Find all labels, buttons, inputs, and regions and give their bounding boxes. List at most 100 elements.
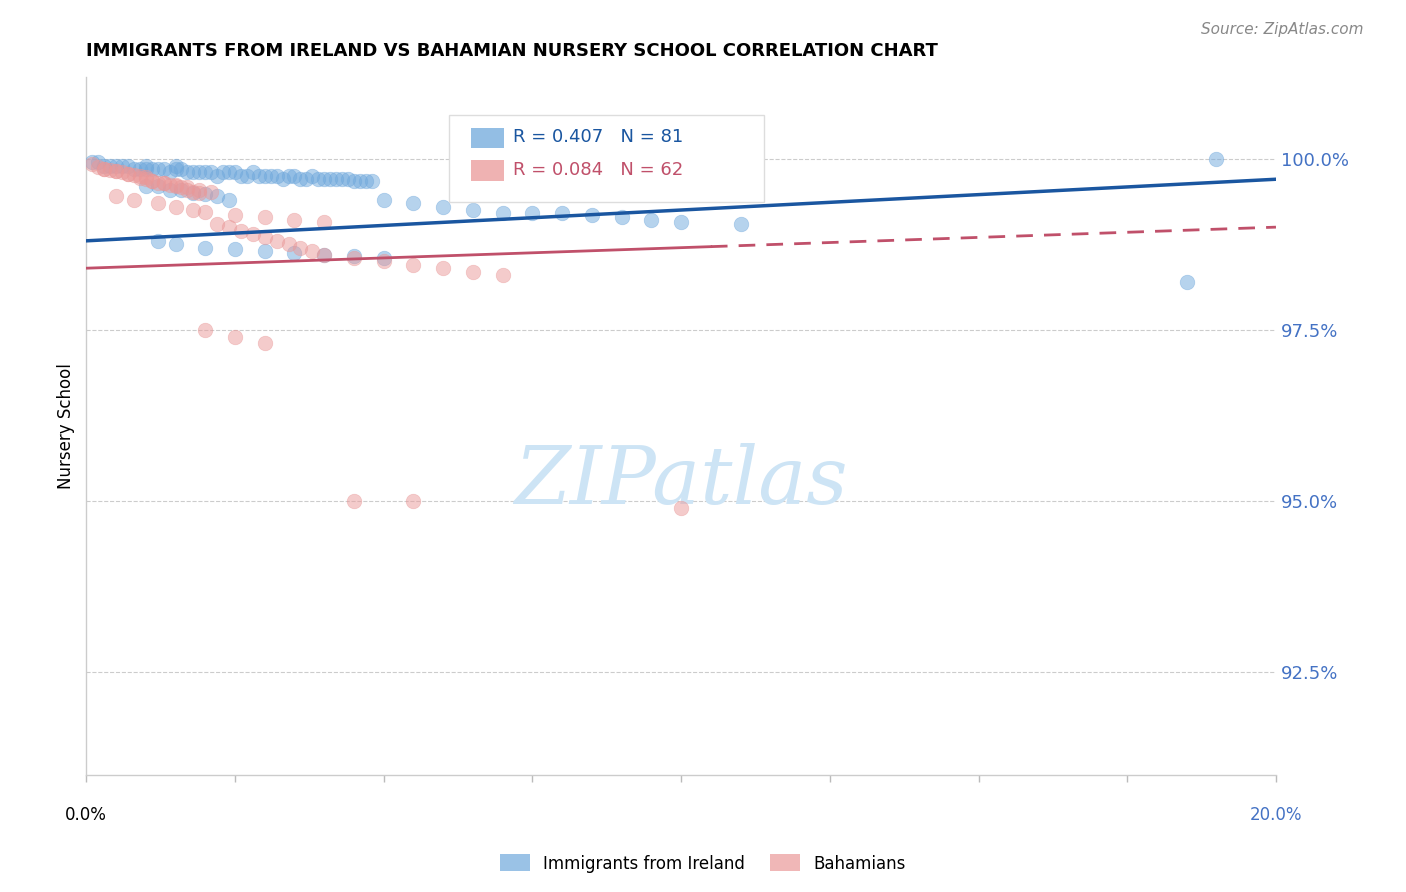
- Point: [165, 200, 187, 214]
- Point: [105, 159, 128, 173]
- Point: [669, 215, 692, 229]
- Point: [581, 208, 603, 222]
- Point: [266, 234, 288, 248]
- Point: [236, 169, 259, 183]
- Point: [277, 237, 299, 252]
- Point: [402, 493, 425, 508]
- Point: [337, 172, 360, 186]
- Point: [128, 161, 150, 176]
- FancyBboxPatch shape: [449, 115, 765, 202]
- Text: R = 0.084   N = 62: R = 0.084 N = 62: [513, 161, 683, 179]
- Point: [354, 173, 377, 187]
- Point: [194, 323, 217, 337]
- Point: [165, 161, 187, 176]
- Point: [93, 159, 115, 173]
- Point: [314, 247, 336, 261]
- Point: [224, 242, 246, 256]
- Point: [105, 164, 128, 178]
- Point: [669, 500, 692, 515]
- Point: [343, 249, 366, 263]
- Point: [152, 161, 174, 176]
- Point: [330, 172, 353, 186]
- Point: [242, 165, 264, 179]
- Point: [165, 159, 187, 173]
- Point: [87, 160, 110, 174]
- Point: [194, 205, 217, 219]
- Point: [105, 164, 128, 178]
- Point: [146, 179, 169, 194]
- Point: [93, 161, 115, 176]
- Point: [224, 208, 246, 222]
- Point: [128, 169, 150, 183]
- Point: [117, 167, 139, 181]
- FancyBboxPatch shape: [471, 161, 503, 181]
- Point: [159, 165, 181, 179]
- Point: [135, 159, 157, 173]
- Point: [402, 196, 425, 211]
- Point: [271, 172, 294, 186]
- Point: [253, 244, 276, 258]
- Point: [111, 165, 134, 179]
- Point: [105, 189, 128, 203]
- Text: Source: ZipAtlas.com: Source: ZipAtlas.com: [1201, 22, 1364, 37]
- Point: [307, 172, 329, 186]
- Point: [461, 265, 484, 279]
- Point: [98, 162, 121, 177]
- Point: [205, 189, 228, 203]
- Point: [283, 213, 305, 227]
- Point: [730, 217, 752, 231]
- Point: [373, 193, 395, 207]
- Point: [260, 169, 283, 183]
- Point: [128, 170, 150, 185]
- Text: IMMIGRANTS FROM IRELAND VS BAHAMIAN NURSERY SCHOOL CORRELATION CHART: IMMIGRANTS FROM IRELAND VS BAHAMIAN NURS…: [86, 42, 938, 60]
- Point: [360, 173, 382, 187]
- Point: [122, 168, 145, 182]
- Point: [135, 161, 157, 176]
- Point: [314, 247, 336, 261]
- Point: [205, 169, 228, 183]
- Point: [461, 202, 484, 217]
- Point: [283, 246, 305, 260]
- FancyBboxPatch shape: [471, 128, 503, 148]
- Point: [183, 185, 205, 199]
- Point: [146, 196, 169, 211]
- Point: [610, 210, 633, 224]
- Point: [253, 210, 276, 224]
- Legend: Immigrants from Ireland, Bahamians: Immigrants from Ireland, Bahamians: [494, 847, 912, 880]
- Point: [117, 167, 139, 181]
- Point: [432, 200, 454, 214]
- Point: [122, 193, 145, 207]
- Point: [165, 237, 187, 252]
- Text: ZIPatlas: ZIPatlas: [515, 442, 848, 520]
- Point: [349, 173, 371, 187]
- Point: [194, 187, 217, 202]
- Point: [141, 161, 163, 176]
- Point: [229, 169, 252, 183]
- Point: [314, 215, 336, 229]
- Point: [183, 186, 205, 200]
- Point: [343, 493, 366, 508]
- Point: [522, 206, 544, 220]
- Point: [183, 165, 205, 179]
- Point: [188, 182, 211, 196]
- Point: [188, 165, 211, 179]
- Point: [135, 169, 157, 184]
- Point: [242, 227, 264, 241]
- Point: [176, 182, 198, 196]
- Point: [290, 241, 312, 255]
- Point: [492, 268, 515, 282]
- Point: [224, 165, 246, 179]
- Point: [212, 165, 235, 179]
- Point: [117, 159, 139, 173]
- Point: [402, 258, 425, 272]
- Point: [200, 185, 222, 199]
- Point: [165, 179, 187, 194]
- Point: [253, 169, 276, 183]
- Point: [301, 169, 323, 183]
- Text: R = 0.407   N = 81: R = 0.407 N = 81: [513, 128, 683, 146]
- Point: [135, 179, 157, 194]
- Point: [205, 217, 228, 231]
- Point: [146, 161, 169, 176]
- Point: [159, 182, 181, 196]
- Point: [170, 182, 193, 196]
